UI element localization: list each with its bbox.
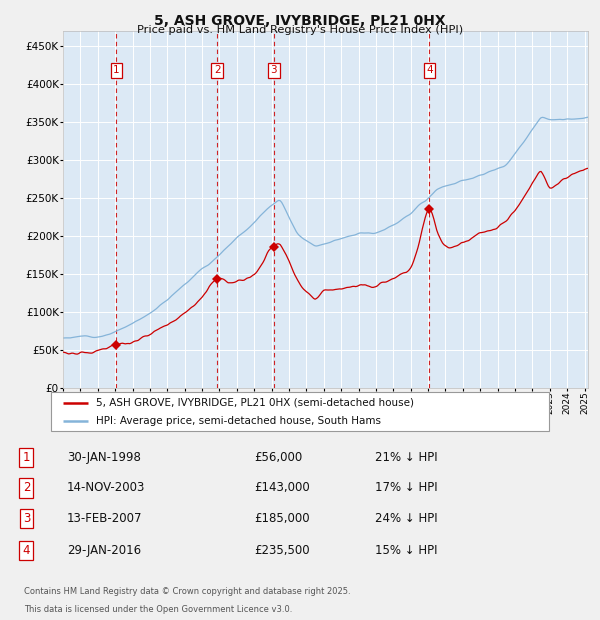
Text: 4: 4	[426, 65, 433, 75]
Text: Price paid vs. HM Land Registry's House Price Index (HPI): Price paid vs. HM Land Registry's House …	[137, 25, 463, 35]
Text: £185,000: £185,000	[254, 512, 310, 525]
Text: 4: 4	[23, 544, 30, 557]
Text: 21% ↓ HPI: 21% ↓ HPI	[375, 451, 437, 464]
Text: £56,000: £56,000	[254, 451, 302, 464]
Text: 17% ↓ HPI: 17% ↓ HPI	[375, 482, 437, 494]
Text: 2: 2	[23, 482, 30, 494]
Text: £235,500: £235,500	[254, 544, 310, 557]
Text: 13-FEB-2007: 13-FEB-2007	[67, 512, 142, 525]
Text: 1: 1	[23, 451, 30, 464]
Text: 5, ASH GROVE, IVYBRIDGE, PL21 0HX: 5, ASH GROVE, IVYBRIDGE, PL21 0HX	[154, 14, 446, 28]
Text: 29-JAN-2016: 29-JAN-2016	[67, 544, 141, 557]
Text: 5, ASH GROVE, IVYBRIDGE, PL21 0HX (semi-detached house): 5, ASH GROVE, IVYBRIDGE, PL21 0HX (semi-…	[96, 398, 414, 408]
Text: 24% ↓ HPI: 24% ↓ HPI	[375, 512, 437, 525]
Text: 3: 3	[271, 65, 277, 75]
Text: 1: 1	[113, 65, 120, 75]
Text: This data is licensed under the Open Government Licence v3.0.: This data is licensed under the Open Gov…	[24, 604, 292, 614]
Text: 30-JAN-1998: 30-JAN-1998	[67, 451, 140, 464]
Text: 3: 3	[23, 512, 30, 525]
Text: HPI: Average price, semi-detached house, South Hams: HPI: Average price, semi-detached house,…	[96, 416, 381, 427]
Text: Contains HM Land Registry data © Crown copyright and database right 2025.: Contains HM Land Registry data © Crown c…	[24, 587, 350, 596]
Text: 15% ↓ HPI: 15% ↓ HPI	[375, 544, 437, 557]
Text: 14-NOV-2003: 14-NOV-2003	[67, 482, 145, 494]
Text: £143,000: £143,000	[254, 482, 310, 494]
Text: 2: 2	[214, 65, 221, 75]
